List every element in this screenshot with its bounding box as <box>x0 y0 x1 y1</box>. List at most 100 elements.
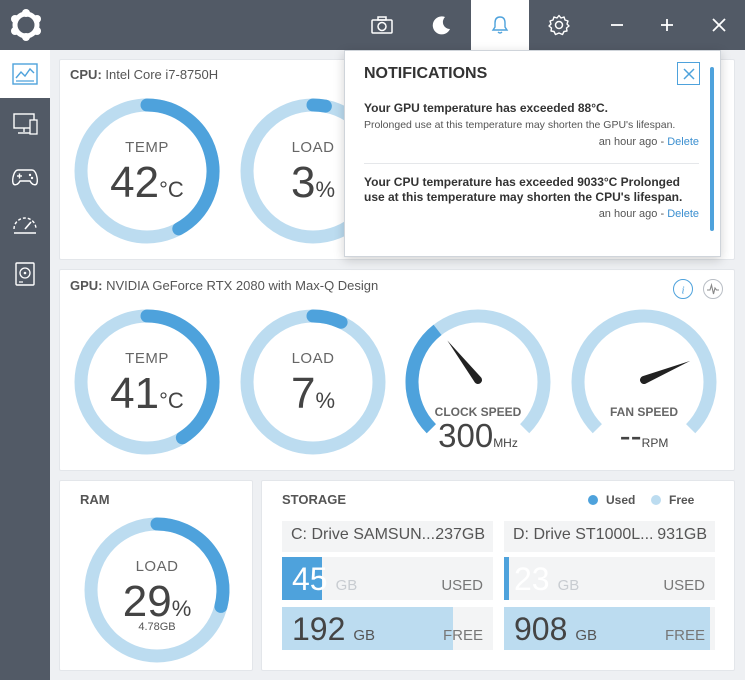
legend-free: Free <box>651 493 694 507</box>
cpu-title: CPU: Intel Core i7-8750H <box>70 67 219 82</box>
notification-delete-link[interactable]: Delete <box>667 136 699 148</box>
ram-load-label: LOAD <box>135 558 179 575</box>
monitor-icon <box>13 113 38 135</box>
ram-load-value: 29% <box>122 577 192 626</box>
gpu-graph-button[interactable] <box>703 279 723 299</box>
gauge-ring <box>84 517 230 663</box>
sidebar-item-performance[interactable] <box>0 200 50 248</box>
ram-used-amount: 4.78GB <box>138 621 176 633</box>
gpu-fan-label: FAN SPEED <box>609 405 678 419</box>
drive-d-free-fill <box>504 607 710 650</box>
cpu-temp-value: 42°C <box>110 158 184 207</box>
maximize-button[interactable] <box>638 0 696 50</box>
cpu-temp-gauge: TEMP 42°C <box>72 96 222 246</box>
dial-arc <box>405 309 551 434</box>
dashboard-icon <box>12 63 38 85</box>
gauge-fill <box>306 309 348 329</box>
notification-body: Prolonged use at this temperature may sh… <box>364 119 676 131</box>
gpu-clock-dial: CLOCK SPEED 300MHz <box>403 307 553 457</box>
drive-d-free-bar: 908 GB FREE <box>504 607 715 650</box>
gpu-temp-label: TEMP <box>125 350 169 367</box>
gauge-ring <box>240 309 386 455</box>
cpu-load-value: 3% <box>290 158 336 207</box>
camera-icon <box>371 16 393 34</box>
notifications-panel: NOTIFICATIONS Your GPU temperature has e… <box>344 50 721 257</box>
gpu-load-gauge: LOAD 7% <box>238 307 388 457</box>
close-button[interactable] <box>690 0 745 50</box>
gpu-temp-gauge: TEMP 41°C <box>72 307 222 457</box>
drive-c-used-value: 45 GB <box>292 561 358 597</box>
close-icon <box>682 67 695 80</box>
notifications-close-button[interactable] <box>677 62 700 85</box>
sidebar-item-dashboard[interactable] <box>0 50 50 98</box>
gpu-fan-dial: FAN SPEED --RPM <box>569 307 719 457</box>
ram-card: RAM LOAD 29% 4.78GB <box>59 480 253 671</box>
drive-c-used-label: USED <box>441 577 483 594</box>
storage-icon <box>15 262 35 286</box>
minimize-icon <box>611 24 623 26</box>
sidebar-item-storage[interactable] <box>0 250 50 298</box>
notification-meta: an hour ago - Delete <box>598 136 699 148</box>
gauge-fill <box>140 98 220 236</box>
dial-needle <box>447 340 482 384</box>
gpu-clock-value: 300MHz <box>438 417 518 454</box>
app-logo-icon <box>10 9 42 41</box>
gpu-clock-label: CLOCK SPEED <box>434 405 522 419</box>
dark-mode-button[interactable] <box>413 0 471 50</box>
notification-meta: an hour ago - Delete <box>598 208 699 220</box>
gamepad-icon <box>12 169 38 186</box>
drive-c-free-fill <box>282 607 453 650</box>
settings-button[interactable] <box>530 0 588 50</box>
drive-d-used-label: USED <box>663 577 705 594</box>
sidebar-item-hardware[interactable] <box>0 100 50 148</box>
dial-track <box>571 309 717 434</box>
drive-c-free-value: 192 GB <box>292 611 376 647</box>
cpu-load-label: LOAD <box>291 139 335 156</box>
legend-used: Used <box>588 493 635 507</box>
sidebar-item-games[interactable] <box>0 153 50 201</box>
close-icon <box>712 18 726 32</box>
drive-d-used-bar: 23 GB USED <box>504 557 715 600</box>
gpu-load-label: LOAD <box>291 350 335 367</box>
notification-item: Your CPU temperature has exceeded 9033°C… <box>364 175 699 220</box>
drive-c-header: C: Drive SAMSUN... 237GB <box>282 521 493 552</box>
maximize-icon <box>661 19 673 31</box>
drive-d-free-label: FREE <box>664 627 705 644</box>
ram-title: RAM <box>80 492 110 507</box>
drive-d-header: D: Drive ST1000L... 931GB <box>504 521 715 552</box>
notifications-title: NOTIFICATIONS <box>364 65 488 82</box>
dial-needle <box>640 360 691 384</box>
gpu-title: GPU: NVIDIA GeForce RTX 2080 with Max-Q … <box>70 278 379 293</box>
drive-d-name: D: Drive ST1000L... <box>513 526 654 543</box>
drive-d-free-value: 908 GB <box>514 611 598 647</box>
drive-c-name: C: Drive SAMSUN... <box>291 526 436 543</box>
gpu-load-value: 7% <box>290 369 336 418</box>
drive-d-used-fill <box>504 557 510 600</box>
pulse-icon <box>707 283 719 295</box>
notifications-button[interactable] <box>471 0 529 50</box>
drive-c-used-fill <box>282 557 323 600</box>
drive-d-used-value: 23 GB <box>514 561 580 597</box>
gauge-fill <box>150 517 230 613</box>
notification-delete-link[interactable]: Delete <box>667 208 699 220</box>
gpu-fan-value: --RPM <box>619 417 669 454</box>
gpu-card: GPU: NVIDIA GeForce RTX 2080 with Max-Q … <box>59 269 735 471</box>
gpu-info-button[interactable]: i <box>673 279 693 299</box>
drive-c-used-bar: 45 GB USED <box>282 557 493 600</box>
storage-title: STORAGE <box>282 492 347 507</box>
minimize-button[interactable] <box>588 0 646 50</box>
gear-icon <box>548 14 570 36</box>
notifications-scrollbar[interactable] <box>710 67 714 231</box>
drive-c-free-label: FREE <box>442 627 483 644</box>
gauge-ring <box>74 98 220 244</box>
speedometer-icon <box>13 217 37 234</box>
drive-d-size: 931GB <box>657 526 707 543</box>
notification-item: Your GPU temperature has exceeded 88°C. … <box>364 101 699 148</box>
info-icon: i <box>681 285 684 296</box>
svg-text:i: i <box>681 285 684 296</box>
notification-divider <box>364 163 699 164</box>
screenshot-button[interactable] <box>353 0 411 50</box>
bell-icon <box>491 16 509 34</box>
notification-heading: Your GPU temperature has exceeded 88°C. <box>364 101 609 115</box>
cpu-temp-label: TEMP <box>125 139 169 156</box>
